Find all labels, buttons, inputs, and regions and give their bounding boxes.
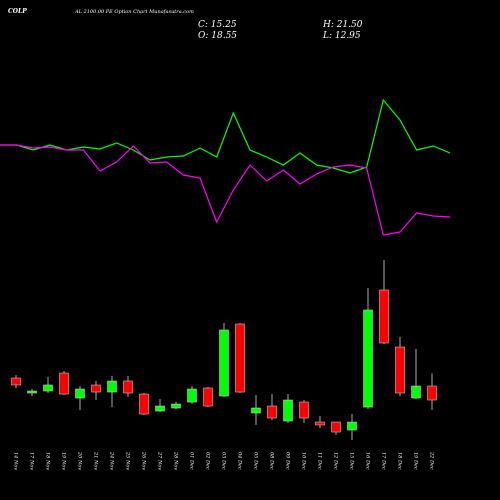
- x-tick-label: 05 Dec: [253, 452, 259, 470]
- candle-body: [219, 329, 229, 397]
- x-tick-label: 11 Dec: [317, 452, 323, 470]
- x-tick-label: 09 Dec: [285, 452, 291, 470]
- x-tick-label: 24 Nov: [109, 451, 115, 470]
- x-tick-label: 27 Nov: [157, 451, 163, 470]
- candle-body: [187, 388, 197, 403]
- x-tick-label: 22 Dec: [429, 451, 435, 470]
- x-tick-label: 18 Nov: [45, 452, 51, 470]
- candle-body: [11, 377, 21, 386]
- x-tick-label: 17 Dec: [381, 452, 387, 470]
- candle-body: [155, 405, 165, 412]
- candle-body: [251, 407, 261, 414]
- x-tick-label: 15 Dec: [349, 452, 355, 470]
- chart-subtitle: AL 2100.00 PE Option Chart Munafasutra.c…: [74, 9, 194, 15]
- candle-body: [171, 403, 181, 409]
- chart-title: COLP: [8, 8, 27, 15]
- x-tick-label: 14 Nov: [13, 452, 19, 470]
- candle-body: [75, 388, 85, 399]
- candle-body: [235, 323, 245, 393]
- x-tick-label: 26 Nov: [141, 451, 147, 470]
- candle-body: [123, 380, 133, 394]
- x-tick-label: 04 Dec: [237, 452, 243, 470]
- x-tick-label: 01 Dec: [189, 452, 195, 470]
- x-tick-label: 18 Dec: [397, 452, 403, 470]
- candle-body: [139, 393, 149, 415]
- x-tick-label: 21 Nov: [93, 451, 99, 470]
- x-tick-label: 25 Nov: [125, 451, 131, 470]
- stat-open: O: 18.55: [198, 31, 237, 41]
- x-tick-label: 12 Dec: [333, 452, 339, 470]
- candle-body: [283, 399, 293, 422]
- candle-body: [347, 421, 357, 431]
- candle-body: [91, 384, 101, 393]
- x-tick-label: 19 Nov: [61, 452, 67, 470]
- x-tick-label: 16 Dec: [365, 452, 371, 470]
- x-tick-label: 02 Dec: [205, 452, 211, 470]
- stat-close: C: 15.25: [198, 20, 237, 30]
- x-tick-label: 08 Dec: [269, 452, 275, 470]
- x-tick-label: 10 Dec: [301, 452, 307, 470]
- candle-body: [411, 385, 421, 399]
- candle-body: [427, 385, 437, 401]
- candle-body: [267, 405, 277, 419]
- x-tick-label: 17 Nov: [29, 452, 35, 470]
- candle-body: [203, 387, 213, 407]
- candle-body: [379, 289, 389, 344]
- candle-body: [363, 309, 373, 408]
- candle-body: [315, 421, 325, 426]
- candle-body: [395, 346, 405, 394]
- indicator-line: [0, 144, 451, 236]
- candle-body: [299, 401, 309, 419]
- x-tick-label: 19 Dec: [413, 452, 419, 470]
- x-tick-label: 28 Nov: [173, 451, 179, 470]
- stat-high: H: 21.50: [322, 20, 363, 30]
- candle-body: [331, 421, 341, 433]
- candle-body: [107, 380, 117, 393]
- candle-body: [59, 372, 69, 395]
- x-tick-label: 03 Dec: [221, 452, 227, 470]
- candle-body: [27, 390, 37, 394]
- indicator-line: [0, 98, 451, 174]
- candle-body: [43, 384, 53, 392]
- x-tick-label: 20 Nov: [77, 451, 83, 470]
- stat-low: L: 12.95: [322, 31, 361, 41]
